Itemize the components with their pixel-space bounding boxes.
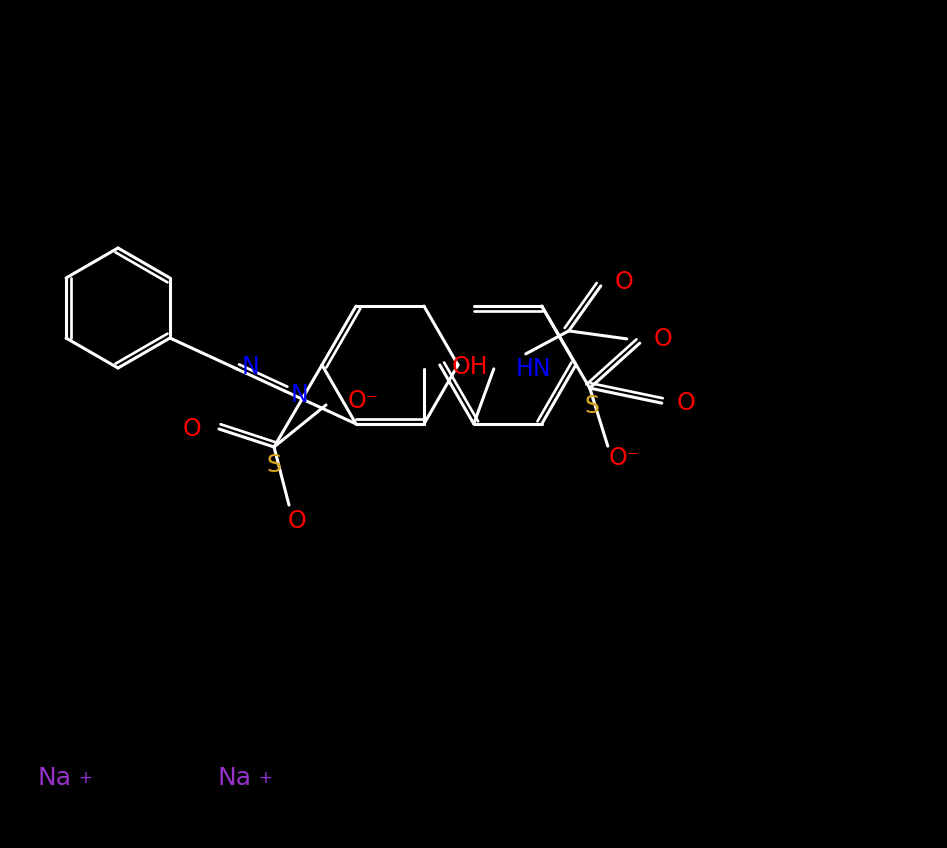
Text: +: + <box>258 769 272 787</box>
Text: Na: Na <box>38 766 72 790</box>
Text: +: + <box>78 769 92 787</box>
Text: O: O <box>182 417 201 441</box>
Text: Na: Na <box>218 766 252 790</box>
Text: S: S <box>584 394 599 418</box>
Text: O: O <box>677 391 695 416</box>
Text: N: N <box>291 383 308 407</box>
Text: N: N <box>242 355 259 379</box>
Text: O: O <box>653 327 672 351</box>
Text: O⁻: O⁻ <box>608 446 639 470</box>
Text: O⁻: O⁻ <box>348 389 379 413</box>
Text: O: O <box>288 509 307 533</box>
Text: O: O <box>615 270 634 294</box>
Text: S: S <box>266 453 281 477</box>
Text: HN: HN <box>516 357 551 381</box>
Text: OH: OH <box>452 355 489 379</box>
